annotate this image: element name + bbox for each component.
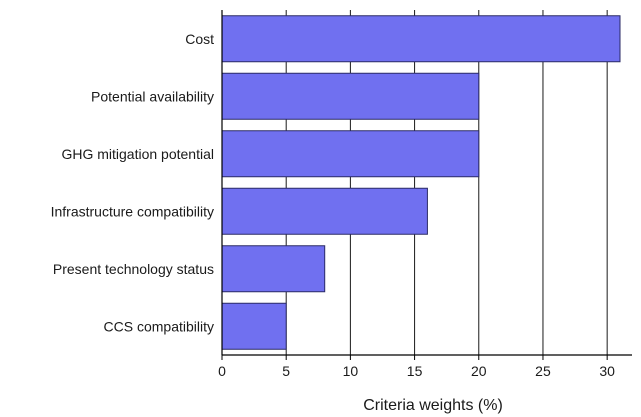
category-label-present-technology-status: Present technology status xyxy=(53,261,214,277)
bar-ccs-compatibility xyxy=(221,302,287,350)
category-label-potential-availability: Potential availability xyxy=(91,88,214,104)
gridlines xyxy=(285,10,608,355)
x-tick-label-20: 20 xyxy=(471,363,487,379)
axes xyxy=(221,10,632,356)
x-tick-label-30: 30 xyxy=(599,363,615,379)
bars xyxy=(221,15,621,350)
bar-potential-availability xyxy=(221,72,480,120)
category-label-ccs-compatibility: CCS compatibility xyxy=(104,318,214,334)
x-tick-labels: 0 5 10 15 20 25 30 xyxy=(218,355,615,379)
x-tick-label-15: 15 xyxy=(407,363,423,379)
category-label-cost: Cost xyxy=(185,31,214,47)
category-label-infrastructure-compatibility: Infrastructure compatibility xyxy=(51,203,214,219)
bar-infrastructure-compatibility xyxy=(221,187,428,235)
x-axis-title: Criteria weights (%) xyxy=(363,397,503,414)
category-label-ghg-mitigation-potential: GHG mitigation potential xyxy=(61,146,214,162)
category-labels: Cost Potential availability GHG mitigation… xyxy=(51,31,215,335)
x-tick-label-5: 5 xyxy=(282,363,290,379)
bar-ghg-mitigation-potential xyxy=(221,130,480,178)
x-tick-label-25: 25 xyxy=(535,363,551,379)
x-tick-label-0: 0 xyxy=(218,363,226,379)
bar-cost xyxy=(221,15,621,63)
x-tick-label-10: 10 xyxy=(343,363,359,379)
bar-present-technology-status xyxy=(221,245,326,293)
